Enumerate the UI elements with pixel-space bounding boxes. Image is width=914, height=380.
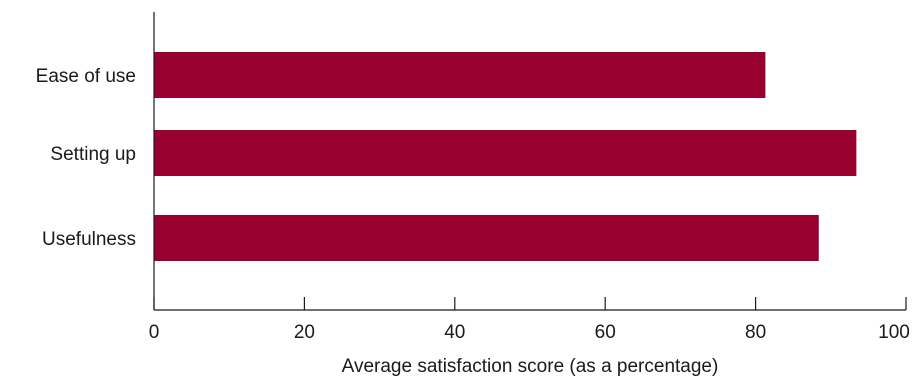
category-label: Setting up [50,144,136,165]
x-tick-label: 80 [745,322,766,343]
category-labels-group: Ease of use Setting up Usefulness [36,66,136,250]
x-tick-label: 0 [149,322,160,343]
x-axis-title: Average satisfaction score (as a percent… [342,356,719,377]
bar-usefulness [154,215,819,261]
x-tick-label: 100 [878,322,910,343]
bar-setting-up [154,130,857,176]
x-tick-label: 60 [595,322,616,343]
x-tick-label: 40 [444,322,465,343]
x-ticks-group: 0 20 40 60 80 100 [149,297,910,343]
x-tick-label: 20 [294,322,315,343]
category-label: Ease of use [36,66,136,87]
category-label: Usefulness [42,229,136,250]
bar-ease-of-use [154,52,766,98]
bars-group [154,52,857,261]
